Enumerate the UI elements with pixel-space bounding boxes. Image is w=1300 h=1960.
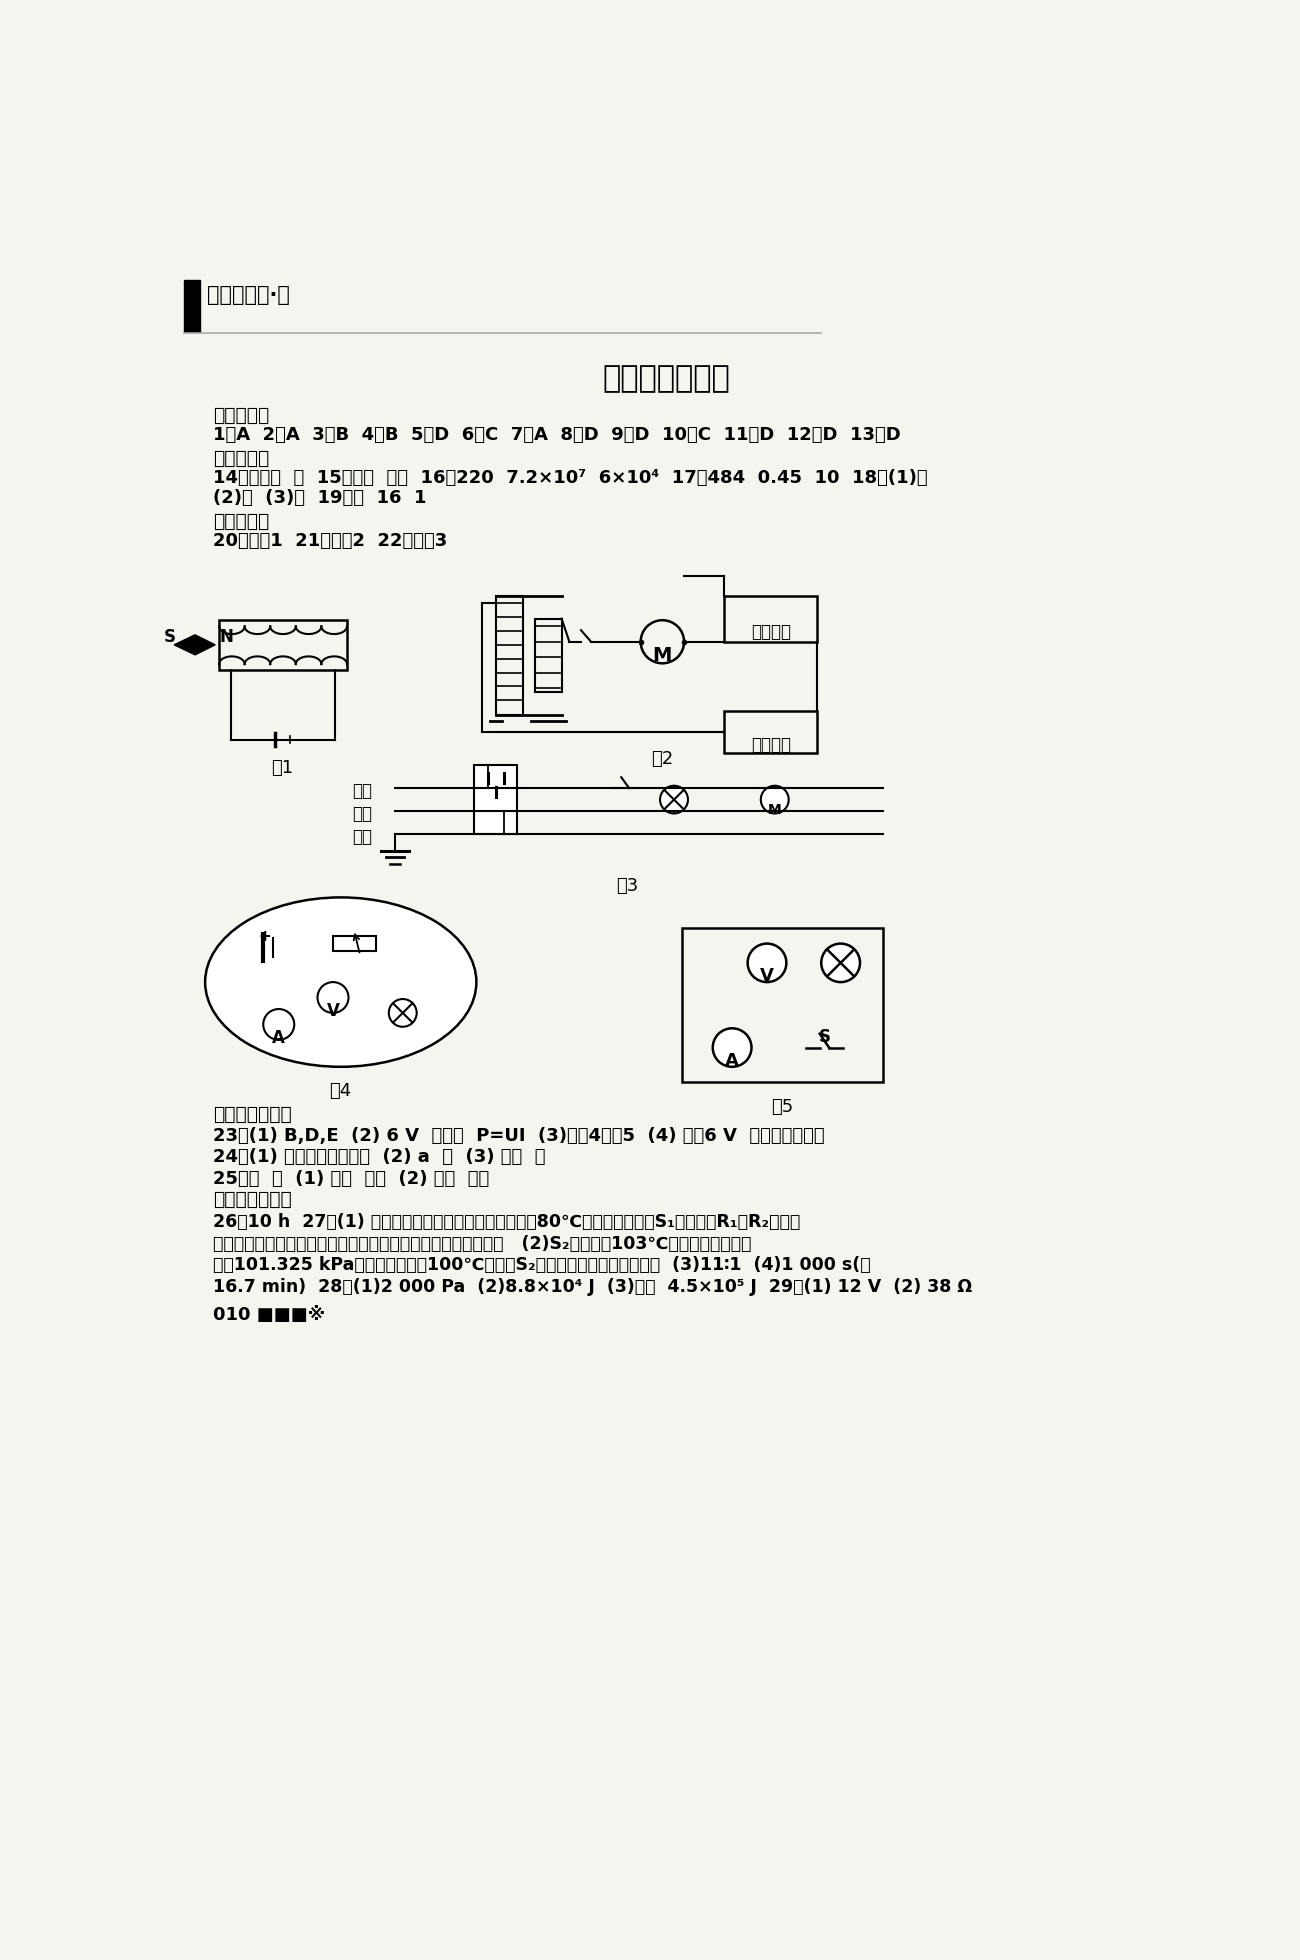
Text: 25．电  内  (1) 电阻  热量  (2) 电流  热量: 25．电 内 (1) 电阻 热量 (2) 电流 热量 [213, 1170, 489, 1188]
Text: A: A [725, 1053, 740, 1070]
Polygon shape [174, 635, 216, 655]
Circle shape [317, 982, 348, 1013]
Circle shape [822, 943, 861, 982]
Text: +: + [259, 929, 272, 945]
Text: 1．A  2．A  3．B  4．B  5．D  6．C  7．A  8．D  9．D  10．C  11．D  12．D  13．D: 1．A 2．A 3．B 4．B 5．D 6．C 7．A 8．D 9．D 10．C… [213, 425, 901, 445]
Text: M: M [653, 647, 672, 664]
Bar [724, 711, 818, 753]
Text: V: V [326, 1002, 339, 1019]
Text: 24．(1) 吸引大头针的多少  (2) a  大  (3) 电流  多: 24．(1) 吸引大头针的多少 (2) a 大 (3) 电流 多 [213, 1149, 546, 1166]
Circle shape [389, 1000, 417, 1027]
Text: 九年级物理·下: 九年级物理·下 [208, 286, 290, 306]
Text: M: M [768, 804, 781, 817]
Circle shape [660, 786, 688, 813]
Text: 期中测试（一）: 期中测试（一） [602, 365, 731, 394]
Circle shape [712, 1029, 751, 1066]
Text: 四、实验与探究: 四、实验与探究 [213, 1105, 291, 1125]
Text: V: V [760, 968, 774, 986]
Text: 高压电源: 高压电源 [751, 623, 790, 641]
Bar [534, 619, 562, 692]
Circle shape [747, 943, 786, 982]
Text: 图5: 图5 [771, 1098, 793, 1115]
Bar [495, 596, 523, 715]
Text: 地线: 地线 [352, 827, 372, 847]
Text: 图1: 图1 [272, 759, 294, 776]
Text: S: S [819, 1027, 831, 1045]
Text: 五、计算与应用: 五、计算与应用 [213, 1190, 291, 1209]
Text: 16.7 min)  28．(1)2 000 Pa  (2)8.8×10⁴ J  (3)汽化  4.5×10⁵ J  29．(1) 12 V  (2) 38 Ω: 16.7 min) 28．(1)2 000 Pa (2)8.8×10⁴ J (3… [213, 1278, 972, 1296]
Text: 20．见图1  21．见图2  22．见图3: 20．见图1 21．见图2 22．见图3 [213, 533, 447, 551]
Text: 低压电源: 低压电源 [751, 737, 790, 755]
Circle shape [760, 786, 789, 813]
Text: (2)乙  (3)甲  19．串  16  1: (2)乙 (3)甲 19．串 16 1 [213, 490, 426, 508]
Bar [333, 937, 376, 951]
Text: 接入电路，电路中电流较小，处于保温状态，故不能将饭煮熟。   (2)S₂在温度达103℃时才会自动断开，: 接入电路，电路中电流较小，处于保温状态，故不能将饭煮熟。 (2)S₂在温度达10… [213, 1235, 751, 1252]
Text: 二、填空题: 二、填空题 [213, 449, 269, 468]
Text: 三、作图题: 三、作图题 [213, 512, 269, 531]
Text: 图2: 图2 [651, 749, 673, 768]
Bar [220, 619, 347, 670]
Text: 14．测电笔  火  15．排斥  阻力  16．220  7.2×10⁷  6×10⁴  17．484  0.45  10  18．(1)乙: 14．测电笔 火 15．排斥 阻力 16．220 7.2×10⁷ 6×10⁴ 1… [213, 468, 927, 488]
Ellipse shape [205, 898, 476, 1066]
Text: 一、选择题: 一、选择题 [213, 406, 269, 425]
Bar [185, 280, 200, 331]
Text: 火线: 火线 [352, 782, 372, 800]
Text: 而在101.325 kPa下，水的沸点为100℃，所以S₂的自动断电功能不起作用。  (3)11∶1  (4)1 000 s(或: 而在101.325 kPa下，水的沸点为100℃，所以S₂的自动断电功能不起作用… [213, 1256, 871, 1274]
Bar [681, 929, 883, 1082]
Text: 26．10 h  27．(1) 不能；因为自动温控开关在温度达到80℃会自动断开，如S₁也断开，R₁与R₂将串联: 26．10 h 27．(1) 不能；因为自动温控开关在温度达到80℃会自动断开，… [213, 1213, 800, 1231]
Text: A: A [272, 1029, 285, 1047]
Bar [474, 764, 517, 835]
Text: S: S [164, 627, 176, 647]
Text: N: N [220, 627, 233, 647]
Text: 零线: 零线 [352, 806, 372, 823]
Text: 010 ■■■※: 010 ■■■※ [213, 1305, 325, 1323]
Text: 图3: 图3 [616, 876, 638, 894]
Text: 图4: 图4 [330, 1082, 352, 1100]
Text: 23．(1) B,D,E  (2) 6 V  电流表  P=UI  (3)见图4、图5  (4) 小于6 V  将滑片向左滑动: 23．(1) B,D,E (2) 6 V 电流表 P=UI (3)见图4、图5 … [213, 1127, 824, 1145]
Bar [724, 596, 818, 641]
Circle shape [263, 1009, 294, 1041]
